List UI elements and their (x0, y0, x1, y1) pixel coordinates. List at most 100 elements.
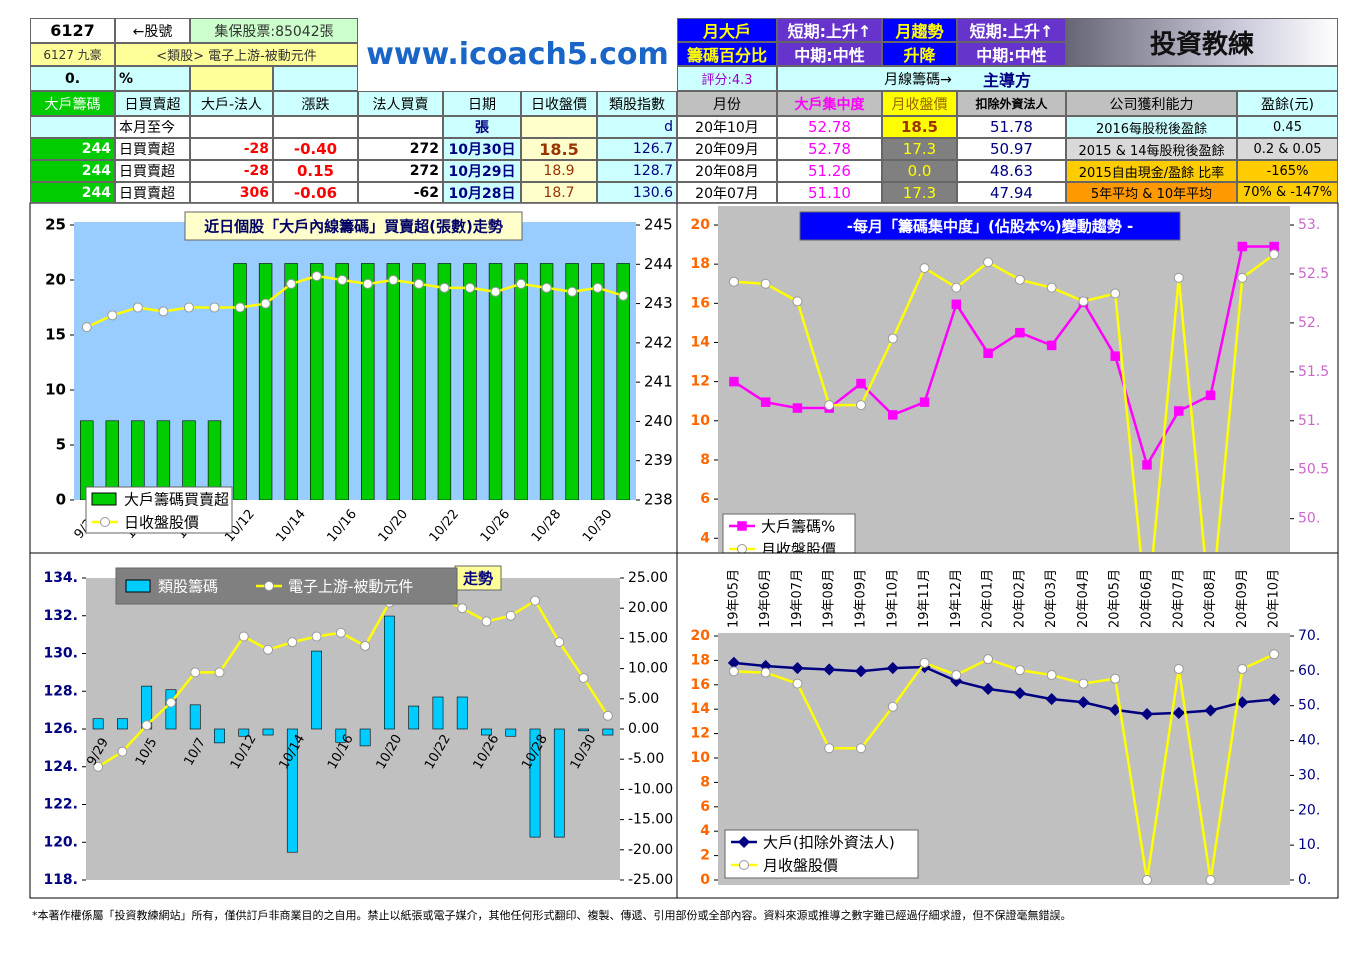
bar (262, 728, 274, 736)
table-cell: 5年平均 & 10年平均 (1066, 182, 1237, 203)
plot-group (728, 241, 1280, 552)
trend1-mid: 中期:中性 (777, 42, 882, 66)
y-tick-label: 14 (691, 701, 711, 717)
marker (1046, 282, 1057, 293)
x-tick-label: 20年10月 (1267, 569, 1282, 628)
bar (92, 718, 104, 730)
x-tick-label: 19年10月 (885, 569, 900, 628)
marker (1173, 663, 1184, 674)
marker (214, 667, 225, 678)
y-tick-label: 128. (43, 683, 78, 699)
name: 6127 九豪 (30, 43, 115, 66)
marker (919, 657, 930, 668)
y-tick-label: 30. (1298, 767, 1320, 783)
y-tick-label: 20. (1298, 802, 1320, 818)
y-tick-label: 16 (691, 295, 710, 311)
table-cell: 張 (443, 116, 521, 138)
legend-label: 大戶籌碼% (761, 518, 835, 536)
marker (1046, 340, 1057, 351)
plot-group (92, 582, 614, 853)
table-cell: 126.7 (597, 138, 677, 160)
y-tick-label: -20.00 (628, 842, 673, 858)
table-cell: 日買賣超 (115, 182, 190, 203)
marker (190, 667, 201, 678)
marker (311, 631, 322, 642)
y-tick-label: 239 (644, 451, 673, 469)
marker (1172, 706, 1185, 719)
code-hint: ←股號 (115, 18, 190, 43)
marker (1269, 649, 1280, 660)
legend-label: 電子上游-被動元件 (288, 578, 413, 596)
y-tick-label: 60. (1298, 663, 1320, 679)
y-tick-label: 10.00 (628, 661, 668, 677)
marker (141, 720, 152, 731)
table-cell: 20年07月 (677, 182, 777, 203)
table-cell: 0.2 & 0.05 (1237, 138, 1338, 160)
marker (457, 603, 468, 614)
y-tick-label: 25.00 (628, 570, 668, 586)
table-cell (273, 116, 358, 138)
marker (737, 521, 747, 531)
plot-group (727, 649, 1281, 885)
y-tick-label: 20 (691, 628, 711, 644)
bar (539, 263, 554, 500)
marker (335, 627, 346, 638)
marker (602, 710, 613, 721)
y-tick-label: 50. (1298, 698, 1320, 714)
bar (456, 696, 468, 730)
table-cell: 2015自由現金/盈餘 比率 (1066, 160, 1237, 182)
table-cell: 306 (190, 182, 273, 203)
score: 評分:4.3 (677, 66, 777, 91)
y-tick-label: 243 (644, 294, 673, 312)
y-tick-label: 130. (43, 646, 78, 662)
header-block (190, 66, 273, 91)
marker (1142, 460, 1152, 470)
y-tick-label: 15.00 (628, 630, 668, 646)
line (733, 653, 1275, 881)
x-tick-label: 20年08月 (1203, 569, 1218, 628)
table-cell: 52.78 (777, 116, 882, 138)
bar (590, 263, 605, 500)
x-tick-label: 20年01月 (981, 569, 996, 628)
y-tick-label: 6 (700, 491, 710, 507)
bar (505, 728, 517, 737)
marker (982, 682, 995, 696)
table-cell: 2015 & 14每股稅後盈餘 (1066, 138, 1237, 160)
table-cell: 17.3 (882, 182, 957, 203)
table-cell: -28 (190, 138, 273, 160)
table-cell: 18.9 (521, 160, 597, 182)
leader: 主導方 (982, 70, 1031, 90)
y-tick-label: 242 (644, 333, 673, 351)
bar (233, 263, 247, 500)
y-tick-label: 40. (1298, 733, 1320, 749)
marker (1013, 687, 1026, 700)
table-cell: 244 (30, 138, 115, 160)
x-tick-label: 19年08月 (822, 569, 837, 628)
column-header: 月份 (677, 91, 777, 116)
marker (505, 610, 516, 621)
table-cell: 2016每股稅後盈餘 (1066, 116, 1237, 138)
table-cell: -0.40 (273, 138, 358, 160)
title-box (184, 211, 523, 241)
legend-swatch (125, 579, 151, 593)
y-tick-label: 5 (56, 436, 66, 454)
marker (739, 860, 749, 870)
column-header: 盈餘(元) (1237, 91, 1338, 116)
marker (854, 665, 868, 678)
table-cell: 48.63 (957, 160, 1066, 182)
y-tick-label: -15.00 (628, 812, 673, 828)
table-cell: 10月28日 (443, 182, 521, 203)
y-tick-label: 20.00 (628, 600, 668, 616)
marker (1014, 274, 1025, 285)
table-cell: 244 (30, 160, 115, 182)
table-cell: 20年08月 (677, 160, 777, 182)
marker (1269, 249, 1280, 260)
bar (189, 704, 201, 730)
table-cell: 128.7 (597, 160, 677, 182)
title-box (799, 211, 1181, 241)
bar (214, 728, 225, 744)
marker (856, 400, 866, 411)
logo: 投資教練 (1066, 18, 1338, 66)
marker (1078, 678, 1089, 689)
marker (541, 282, 552, 293)
